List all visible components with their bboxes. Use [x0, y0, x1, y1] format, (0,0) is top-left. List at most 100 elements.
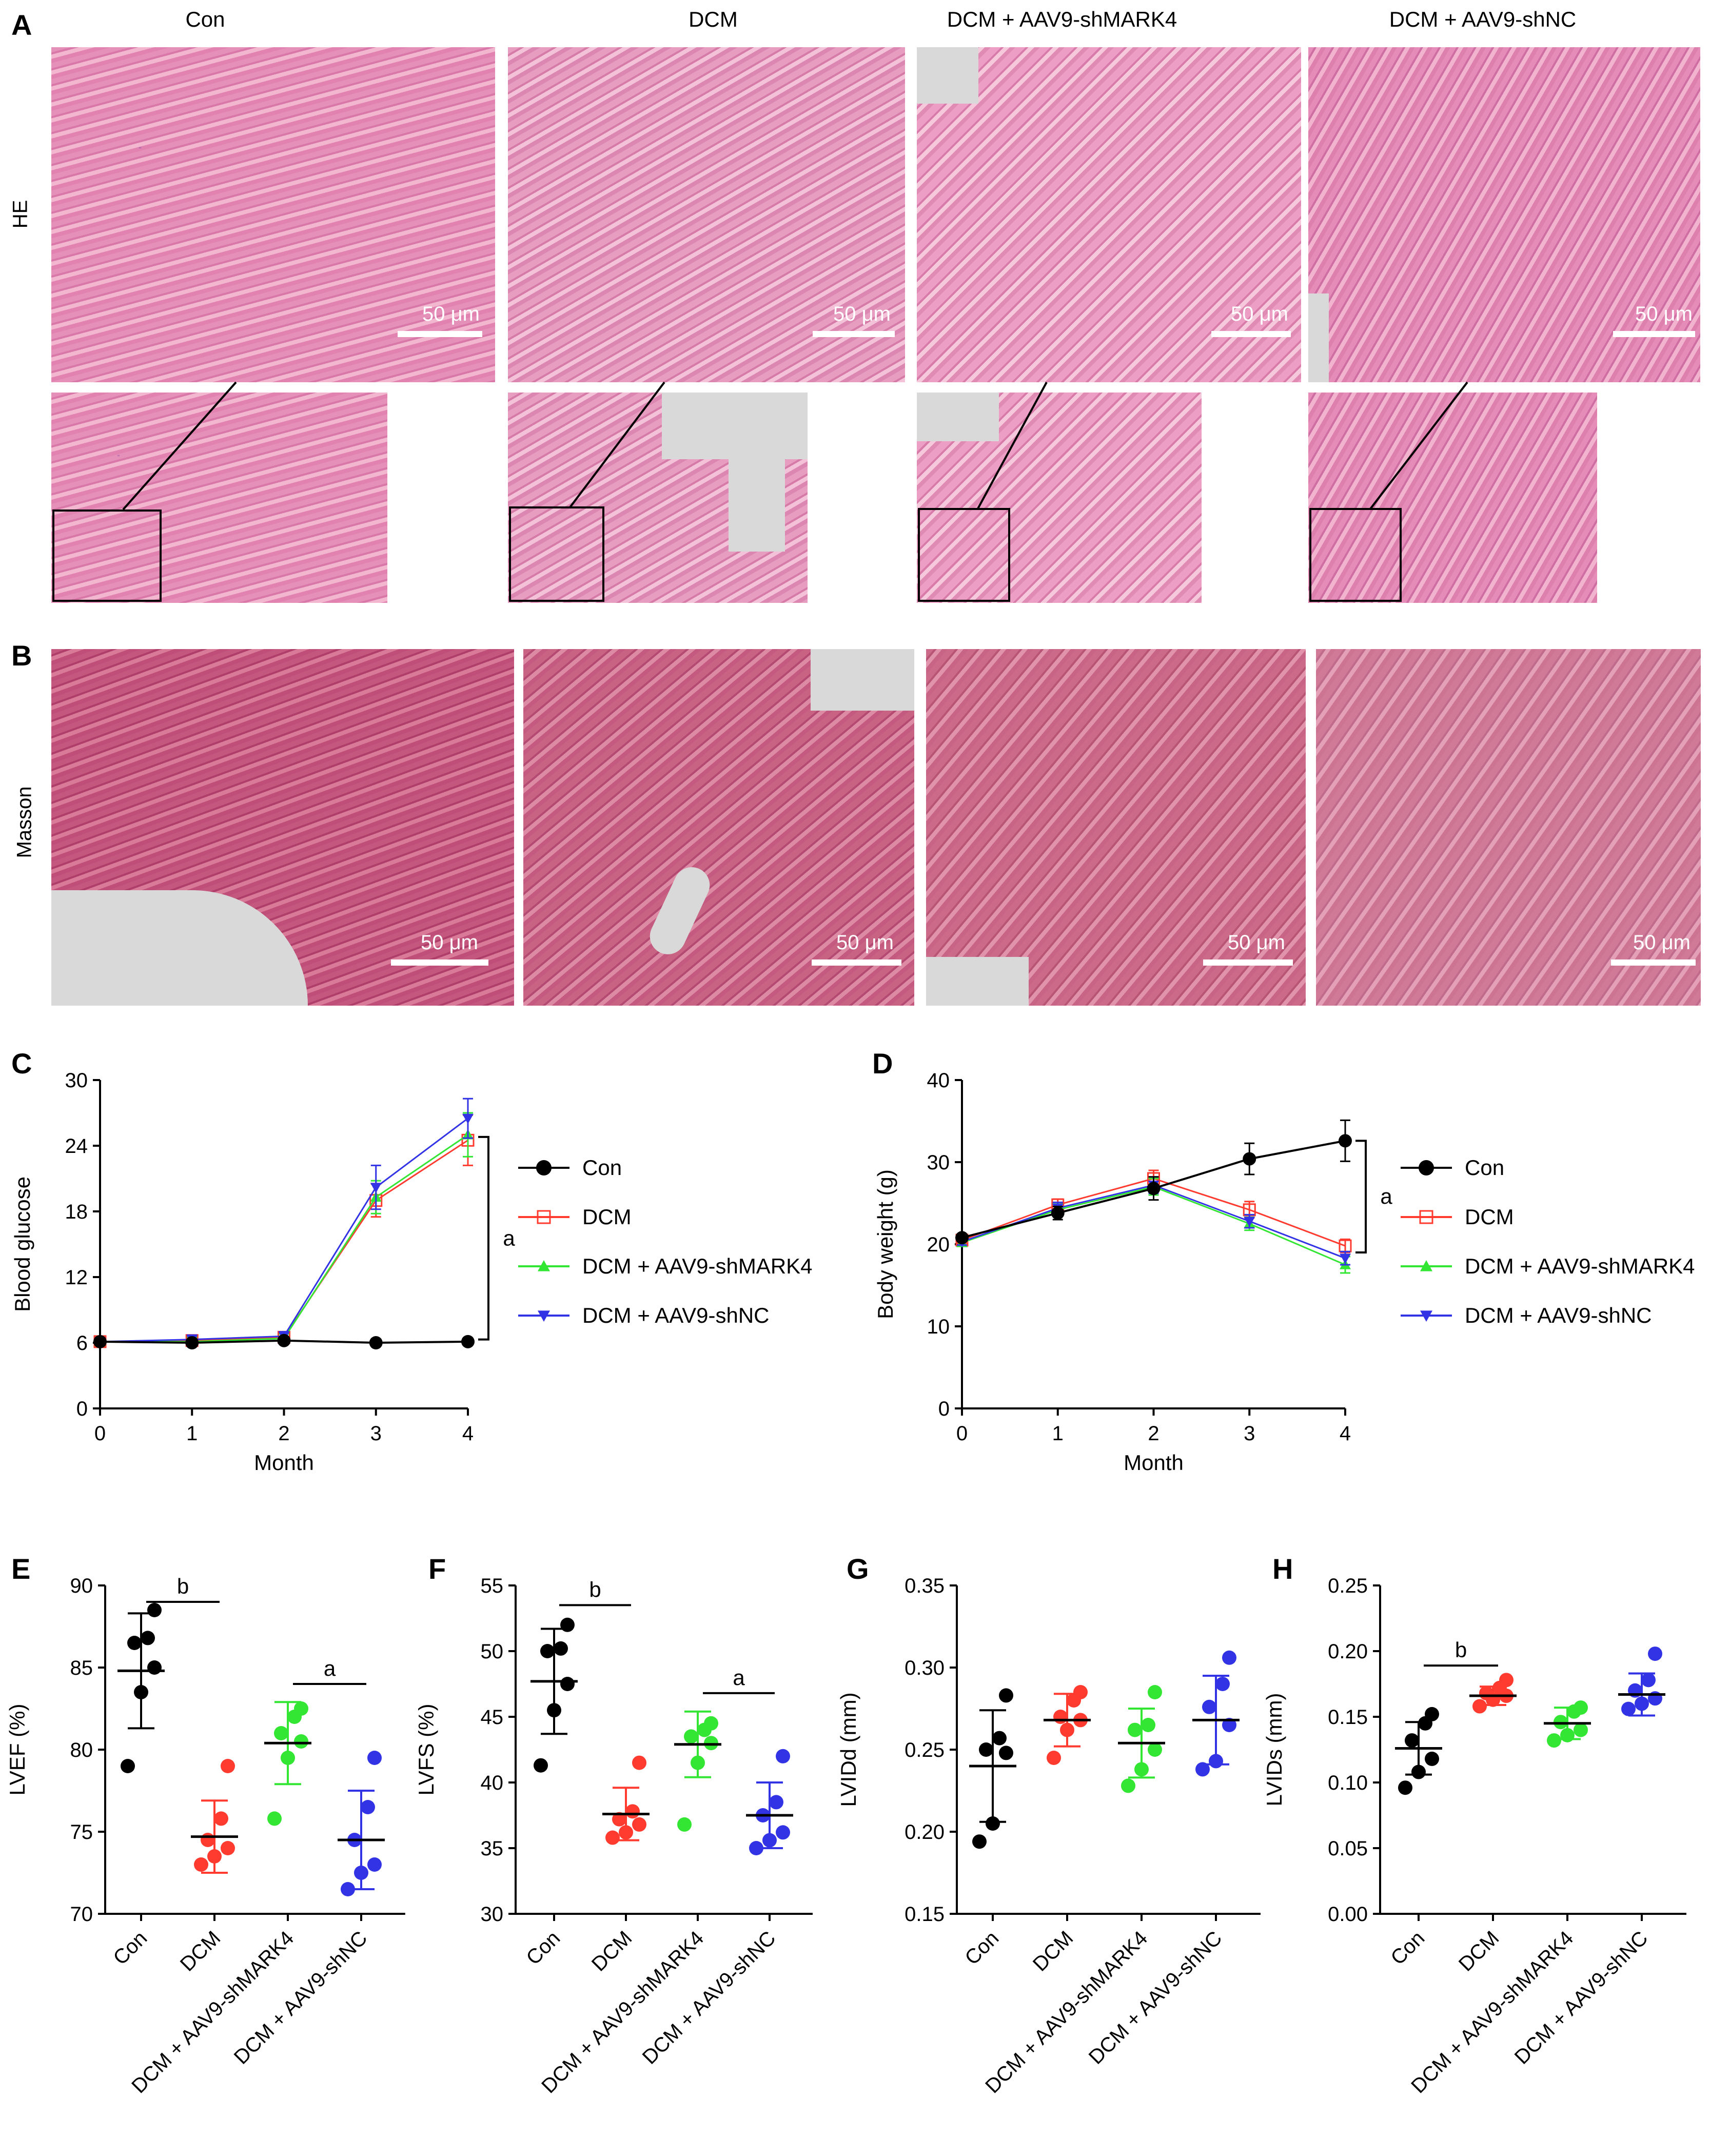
y-tick-label: 12: [65, 1266, 88, 1289]
panel-label-g: G: [847, 1553, 869, 1585]
he-image-shnc: 50 μm: [1308, 47, 1700, 382]
data-point: [625, 1804, 640, 1819]
marker-circle: [955, 1231, 969, 1245]
data-point: [560, 1677, 575, 1691]
marker-circle: [1243, 1152, 1256, 1166]
x-tick-label: DCM + AAV9-shNC: [1085, 1927, 1227, 2069]
series-line: [100, 1118, 468, 1343]
legend-label: DCM + AAV9-shMARK4: [1465, 1254, 1695, 1278]
x-tick-label: 0: [94, 1422, 106, 1445]
data-point: [1121, 1778, 1135, 1793]
data-point: [221, 1841, 235, 1855]
column-title-dcm: DCM: [689, 7, 738, 31]
significance-label: a: [1380, 1184, 1392, 1208]
data-point: [560, 1617, 575, 1632]
y-tick-label: 0.15: [1328, 1706, 1368, 1729]
y-tick-label: 0.20: [905, 1821, 945, 1844]
body-weight-line-chart: 0 10 20 30 40 0 1 2 3 4 Month Body weight (g) a Con DC…: [873, 1069, 1695, 1475]
data-point: [214, 1811, 228, 1826]
data-point: [1148, 1685, 1162, 1699]
panel-label-a: A: [11, 9, 32, 41]
data-point: [1047, 1751, 1061, 1765]
x-tick-label: Con: [522, 1927, 564, 1969]
y-axis-label: Body weight (g): [873, 1169, 897, 1319]
marker-triangle-down: [1340, 1253, 1351, 1264]
x-tick-label: 2: [1148, 1422, 1159, 1445]
x-tick-label: Con: [1386, 1927, 1429, 1969]
y-tick-label: 0.30: [905, 1657, 945, 1679]
data-point: [1053, 1710, 1068, 1724]
x-tick-label: Con: [960, 1927, 1003, 1969]
panel-label-e: E: [11, 1553, 31, 1585]
y-axis-label: LVEF (%): [5, 1704, 29, 1796]
legend-label: DCM + AAV9-shNC: [1465, 1303, 1652, 1327]
scale-bar: [812, 959, 901, 966]
data-point: [1472, 1699, 1487, 1714]
data-point: [632, 1755, 646, 1770]
data-point: [1621, 1701, 1636, 1716]
scale-bar-label: 50 μm: [1231, 303, 1288, 325]
scale-bar-label: 50 μm: [422, 303, 480, 325]
x-tick-label: 0: [956, 1422, 968, 1445]
data-point: [999, 1688, 1013, 1703]
data-point: [361, 1800, 375, 1814]
data-point: [294, 1701, 308, 1716]
scale-bar-label: 50 μm: [1633, 931, 1691, 954]
panel-label-h: H: [1272, 1553, 1293, 1585]
data-point: [201, 1833, 215, 1847]
significance-label: b: [1455, 1638, 1467, 1662]
data-point: [1195, 1762, 1210, 1777]
data-point: [776, 1825, 790, 1840]
data-point: [684, 1729, 698, 1744]
data-point: [1554, 1715, 1568, 1730]
data-point: [986, 1816, 1000, 1831]
row-label-masson: Masson: [13, 786, 36, 858]
significance-bracket: [478, 1135, 489, 1341]
x-tick-label: DCM + AAV9-shNC: [230, 1927, 372, 2069]
data-point: [1128, 1722, 1142, 1737]
inset-box: [509, 506, 604, 602]
y-tick-label: 0: [76, 1398, 88, 1420]
y-tick-label: 40: [927, 1069, 950, 1092]
marker-circle: [1339, 1134, 1352, 1148]
x-tick-label: Con: [109, 1927, 151, 1969]
marker-triangle-down: [370, 1183, 382, 1193]
y-tick-label: 85: [70, 1657, 93, 1679]
significance-bracket: [1355, 1140, 1367, 1253]
data-point: [632, 1817, 646, 1832]
x-tick-label: DCM + AAV9-shNC: [1510, 1927, 1653, 2069]
significance-label: b: [177, 1574, 189, 1598]
marker-square: [1419, 1210, 1433, 1224]
data-point: [992, 1731, 1007, 1746]
x-tick-label: 1: [1052, 1422, 1064, 1445]
panel-label-d: D: [872, 1047, 893, 1080]
data-point: [776, 1749, 790, 1763]
marker-triangle-down: [1244, 1217, 1255, 1227]
scale-bar: [391, 959, 488, 966]
data-point: [1425, 1707, 1439, 1721]
y-axis-label: Blood glucose: [10, 1177, 34, 1312]
significance-label: a: [733, 1665, 745, 1690]
column-title-con: Con: [185, 7, 225, 31]
y-tick-label: 24: [65, 1135, 88, 1158]
masson-image-con: 50 μm: [51, 649, 514, 1006]
data-point: [979, 1742, 993, 1757]
x-tick-label: DCM: [587, 1927, 637, 1976]
y-tick-label: 70: [70, 1903, 93, 1926]
data-point: [267, 1811, 282, 1826]
y-tick-label: 30: [65, 1069, 88, 1092]
data-point: [1222, 1718, 1236, 1732]
x-axis-label: Month: [1124, 1451, 1184, 1475]
data-point: [1499, 1673, 1514, 1688]
x-tick-label: DCM: [176, 1927, 225, 1976]
scale-bar-label: 50 μm: [833, 303, 891, 325]
data-point: [1574, 1722, 1588, 1737]
scale-bar-label: 50 μm: [1635, 303, 1693, 325]
data-point: [1141, 1718, 1155, 1732]
data-point: [1425, 1751, 1439, 1766]
data-point: [1648, 1647, 1662, 1661]
he-image-shmark4: 50 μm: [917, 47, 1301, 382]
inset-box: [1309, 508, 1402, 602]
